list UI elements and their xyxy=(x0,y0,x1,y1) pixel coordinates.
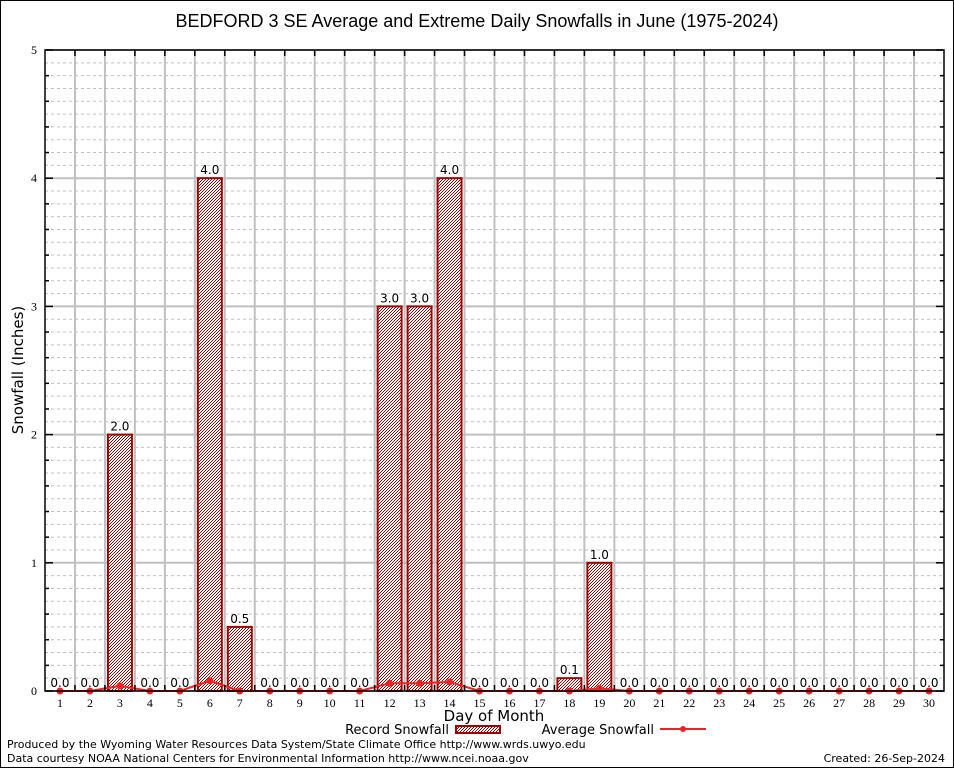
bar-record-day-14 xyxy=(436,177,463,692)
data-label-day-30: 0.0 xyxy=(919,676,938,690)
footer-created: Created: 26-Sep-2024 xyxy=(824,752,945,765)
bar-record-day-13 xyxy=(406,305,433,692)
footer-produced-by: Produced by the Wyoming Water Resources … xyxy=(7,738,586,751)
data-label-day-27: 0.0 xyxy=(830,676,849,690)
bar-record-day-19 xyxy=(586,561,613,692)
bar-record-day-6 xyxy=(196,177,223,692)
x-tick-label: 29 xyxy=(893,696,905,710)
data-label-day-2: 0.0 xyxy=(80,676,99,690)
x-tick-label: 7 xyxy=(237,696,243,710)
x-tick-label: 18 xyxy=(563,696,575,710)
x-tick-label: 2 xyxy=(87,696,93,710)
data-label-day-13: 3.0 xyxy=(410,291,429,305)
average-point-day-6 xyxy=(206,677,214,685)
x-ticks: 1 2 3 4 5 6 7 8 9 10 11 12 13 14 15 16 17 18 19 20 21 22 23 24 2… xyxy=(57,696,935,710)
grid xyxy=(45,49,944,692)
y-tick-label: 5 xyxy=(31,43,37,57)
data-label-day-1: 0.0 xyxy=(50,676,69,690)
data-label-day-9: 0.0 xyxy=(290,676,309,690)
average-point-day-14 xyxy=(446,678,454,686)
x-tick-label: 23 xyxy=(713,696,725,710)
data-label-day-29: 0.0 xyxy=(890,676,909,690)
x-tick-label: 11 xyxy=(354,696,366,710)
x-tick-label: 26 xyxy=(803,696,815,710)
bar-record-day-12 xyxy=(376,305,403,692)
data-label-day-25: 0.0 xyxy=(770,676,789,690)
y-tick-label: 4 xyxy=(31,171,37,185)
data-label-day-22: 0.0 xyxy=(680,676,699,690)
data-label-day-19: 1.0 xyxy=(590,548,609,562)
legend-swatch-record xyxy=(455,725,501,734)
x-tick-label: 10 xyxy=(324,696,336,710)
x-tick-label: 28 xyxy=(863,696,875,710)
average-point-day-19 xyxy=(595,684,603,692)
data-label-day-28: 0.0 xyxy=(860,676,879,690)
x-tick-label: 13 xyxy=(414,696,426,710)
average-point-day-13 xyxy=(416,679,424,687)
data-labels: 0.0 0.0 2.0 0.0 0.0 4.0 0.5 0.0 0.0 0.0 0.0 3.0 3.0 4… xyxy=(50,163,938,690)
x-tick-label: 19 xyxy=(593,696,605,710)
x-tick-label: 1 xyxy=(57,696,63,710)
data-label-day-14: 4.0 xyxy=(440,163,459,177)
data-label-day-24: 0.0 xyxy=(740,676,759,690)
data-label-day-7: 0.5 xyxy=(230,612,249,626)
x-tick-label: 22 xyxy=(683,696,695,710)
y-axis-label: Snowfall (Inches) xyxy=(9,306,27,434)
data-label-day-21: 0.0 xyxy=(650,676,669,690)
x-tick-label: 8 xyxy=(267,696,273,710)
legend-marker-average xyxy=(680,726,686,732)
x-tick-label: 5 xyxy=(177,696,183,710)
x-axis-label: Day of Month xyxy=(444,707,545,725)
data-label-day-23: 0.0 xyxy=(710,676,729,690)
x-tick-label: 25 xyxy=(773,696,785,710)
x-tick-label: 9 xyxy=(297,696,303,710)
data-label-day-12: 3.0 xyxy=(380,291,399,305)
data-label-day-4: 0.0 xyxy=(140,676,159,690)
data-label-day-10: 0.0 xyxy=(320,676,339,690)
average-point-day-3 xyxy=(116,682,124,690)
data-label-day-11: 0.0 xyxy=(350,676,369,690)
x-tick-label: 20 xyxy=(623,696,635,710)
x-tick-label: 27 xyxy=(833,696,845,710)
y-tick-label: 0 xyxy=(31,684,37,698)
data-label-day-5: 0.0 xyxy=(170,676,189,690)
x-tick-label: 4 xyxy=(147,696,153,710)
bar-record-day-3 xyxy=(106,433,133,692)
x-tick-label: 16 xyxy=(503,696,515,710)
x-tick-label: 6 xyxy=(207,696,213,710)
x-tick-label: 15 xyxy=(474,696,486,710)
data-label-day-20: 0.0 xyxy=(620,676,639,690)
bar-record-day-7 xyxy=(226,625,253,693)
x-tick-label: 12 xyxy=(384,696,396,710)
x-tick-label: 14 xyxy=(444,696,456,710)
data-label-day-6: 4.0 xyxy=(200,163,219,177)
chart-title: BEDFORD 3 SE Average and Extreme Daily S… xyxy=(176,11,779,31)
legend: Record Snowfall Average Snowfall xyxy=(345,723,706,738)
y-tick-label: 3 xyxy=(31,299,37,313)
y-ticks: 0 1 2 3 4 5 xyxy=(31,43,37,698)
footer-data-courtesy: Data courtesy NOAA National Centers for … xyxy=(7,752,529,765)
legend-label-record: Record Snowfall xyxy=(345,723,449,738)
data-label-day-16: 0.0 xyxy=(500,676,519,690)
data-label-day-18: 0.1 xyxy=(560,663,579,677)
x-tick-label: 17 xyxy=(533,696,545,710)
data-label-day-3: 2.0 xyxy=(110,420,129,434)
axes xyxy=(44,49,945,692)
average-point-day-12 xyxy=(386,679,394,687)
x-tick-label: 21 xyxy=(653,696,665,710)
data-label-day-8: 0.0 xyxy=(260,676,279,690)
data-label-day-17: 0.0 xyxy=(530,676,549,690)
data-label-day-15: 0.0 xyxy=(470,676,489,690)
x-tick-label: 30 xyxy=(923,696,935,710)
y-tick-label: 2 xyxy=(31,428,37,442)
data-label-day-26: 0.0 xyxy=(800,676,819,690)
legend-label-average: Average Snowfall xyxy=(542,723,654,738)
x-tick-label: 3 xyxy=(117,696,123,710)
x-tick-label: 24 xyxy=(743,696,755,710)
y-tick-label: 1 xyxy=(31,556,37,570)
